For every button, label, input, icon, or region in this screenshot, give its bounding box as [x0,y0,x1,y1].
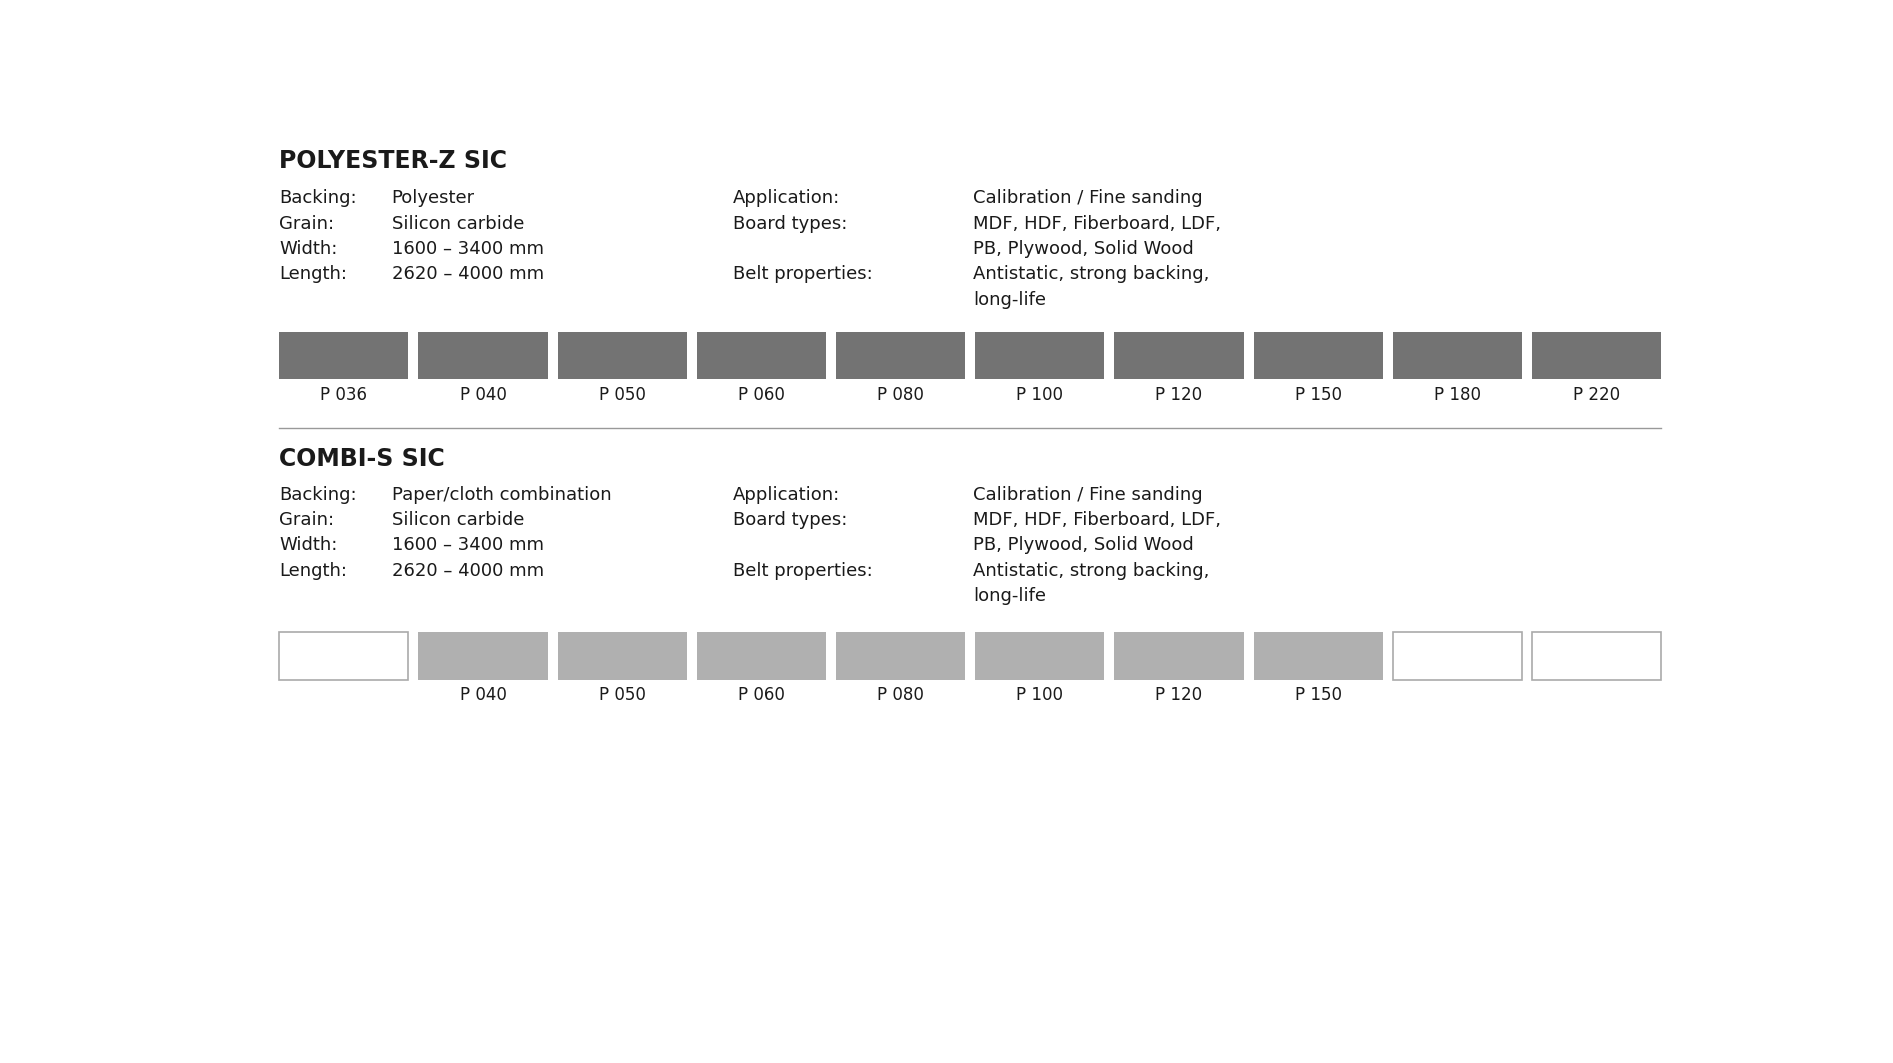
Bar [1393,332,1522,379]
Text: long-life: long-life [973,587,1045,605]
Text: MDF, HDF, Fiberboard, LDF,: MDF, HDF, Fiberboard, LDF, [973,215,1221,233]
Text: 2620 – 4000 mm: 2620 – 4000 mm [392,266,543,284]
Text: P 100: P 100 [1017,386,1064,404]
Text: P 150: P 150 [1295,686,1342,704]
Text: 1600 – 3400 mm: 1600 – 3400 mm [392,240,543,258]
Text: P 220: P 220 [1573,386,1620,404]
Bar [975,332,1104,379]
Bar [1253,631,1382,679]
Bar [1393,631,1522,679]
Text: Antistatic, strong backing,: Antistatic, strong backing, [973,562,1210,579]
Text: P 080: P 080 [876,386,924,404]
Text: Width:: Width: [280,240,337,258]
Bar [837,332,965,379]
Bar [697,631,825,679]
Text: P 120: P 120 [1155,386,1202,404]
Bar [1115,631,1244,679]
Text: Antistatic, strong backing,: Antistatic, strong backing, [973,266,1210,284]
Bar [1531,631,1660,679]
Text: POLYESTER-Z SIC: POLYESTER-Z SIC [280,149,507,173]
Text: Application:: Application: [733,189,840,207]
Text: P 100: P 100 [1017,686,1064,704]
Text: Silicon carbide: Silicon carbide [392,511,524,529]
Text: Length:: Length: [280,562,346,579]
Text: Board types:: Board types: [733,215,846,233]
Text: P 060: P 060 [738,386,786,404]
Text: MDF, HDF, Fiberboard, LDF,: MDF, HDF, Fiberboard, LDF, [973,511,1221,529]
Text: 2620 – 4000 mm: 2620 – 4000 mm [392,562,543,579]
Text: Paper/cloth combination: Paper/cloth combination [392,486,611,504]
Text: long-life: long-life [973,291,1045,308]
Bar [558,332,687,379]
Bar [558,631,687,679]
Text: Backing:: Backing: [280,189,358,207]
Bar [975,631,1104,679]
Text: P 036: P 036 [320,386,367,404]
Bar [1115,332,1244,379]
Text: Grain:: Grain: [280,215,335,233]
Bar [1531,332,1660,379]
Text: Length:: Length: [280,266,346,284]
Text: PB, Plywood, Solid Wood: PB, Plywood, Solid Wood [973,537,1194,555]
Text: PB, Plywood, Solid Wood: PB, Plywood, Solid Wood [973,240,1194,258]
Text: Belt properties:: Belt properties: [733,562,873,579]
Text: P 180: P 180 [1433,386,1480,404]
Text: Polyester: Polyester [392,189,475,207]
Bar [837,631,965,679]
Bar [697,332,825,379]
Text: P 040: P 040 [460,386,507,404]
Text: Grain:: Grain: [280,511,335,529]
Text: Belt properties:: Belt properties: [733,266,873,284]
Bar [418,332,547,379]
Text: Calibration / Fine sanding: Calibration / Fine sanding [973,486,1202,504]
Text: COMBI-S SIC: COMBI-S SIC [280,448,445,471]
Text: P 040: P 040 [460,686,507,704]
Text: P 080: P 080 [876,686,924,704]
Text: P 050: P 050 [598,386,646,404]
Bar [280,631,409,679]
Text: Application:: Application: [733,486,840,504]
Bar [280,332,409,379]
Bar [418,631,547,679]
Bar [1253,332,1382,379]
Text: P 050: P 050 [598,686,646,704]
Text: Width:: Width: [280,537,337,555]
Text: Silicon carbide: Silicon carbide [392,215,524,233]
Text: P 060: P 060 [738,686,786,704]
Text: P 150: P 150 [1295,386,1342,404]
Text: 1600 – 3400 mm: 1600 – 3400 mm [392,537,543,555]
Text: Board types:: Board types: [733,511,846,529]
Text: Backing:: Backing: [280,486,358,504]
Text: P 120: P 120 [1155,686,1202,704]
Text: Calibration / Fine sanding: Calibration / Fine sanding [973,189,1202,207]
